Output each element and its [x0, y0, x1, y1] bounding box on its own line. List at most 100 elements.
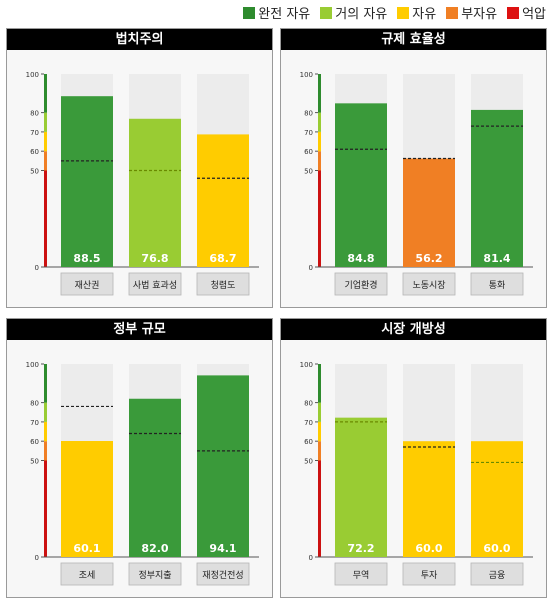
y-tick-label: 100: [26, 361, 39, 369]
scale-band-0: [318, 170, 321, 267]
value-label: 88.5: [73, 252, 100, 265]
category-label: 정부지출: [138, 570, 171, 581]
category-label-box: [128, 272, 182, 296]
scale-band-3: [44, 402, 47, 422]
y-tick-label: 50: [30, 458, 39, 466]
scale-band-4: [318, 364, 321, 403]
scale-band-3: [44, 112, 47, 132]
scale-band-3: [318, 402, 321, 422]
category-label-box: [196, 272, 250, 296]
legend-item-mostly-unfree: 부자유: [446, 3, 497, 22]
bar-1: [129, 118, 181, 267]
bar-0: [61, 441, 113, 557]
bar-1: [403, 158, 455, 267]
category-label: 금융: [489, 570, 506, 581]
legend-label: 억압: [522, 7, 546, 22]
y-tick-label: 50: [304, 168, 313, 176]
legend-label: 거의 자유: [335, 7, 388, 22]
value-label: 94.1: [209, 542, 236, 555]
bar-0: [335, 103, 387, 267]
scale-band-2: [318, 421, 321, 442]
category-label-box: [334, 272, 388, 296]
legend-item-repressed: 억압: [507, 3, 546, 22]
bar-2: [197, 375, 249, 557]
value-label: 60.1: [73, 542, 100, 555]
y-tick-label: 50: [304, 458, 313, 466]
y-tick-label: 80: [30, 400, 39, 408]
category-label: 통화: [489, 280, 506, 291]
y-tick-label: 60: [304, 438, 313, 446]
legend-swatch: [397, 6, 410, 19]
bar-2: [471, 441, 523, 557]
value-label: 60.0: [415, 542, 442, 555]
legend-item-moderately-free: 자유: [397, 3, 436, 22]
y-tick-label: 80: [304, 400, 313, 408]
panel-title: 법치주의: [7, 29, 272, 50]
scale-band-0: [44, 460, 47, 557]
scale-band-2: [318, 131, 321, 152]
value-label: 60.0: [483, 542, 510, 555]
panel-title: 정부 규모: [7, 319, 272, 340]
scale-band-4: [44, 74, 47, 113]
y-tick-label: 0: [35, 554, 39, 562]
y-tick-label: 0: [309, 264, 313, 272]
chart-rule-of-law: 0 50 60 70 80 100 88.5 재산권 76.8 사법 효과성 68.7 청렴도: [26, 71, 259, 296]
panel-rule-of-law: 법치주의 0 50 60 70 80 100 88.5 재산권 76.8 사법 효과성 68.7 청렴…: [6, 28, 273, 308]
value-label: 81.4: [483, 252, 510, 265]
legend-swatch: [243, 6, 256, 19]
y-tick-label: 60: [30, 148, 39, 156]
panel-regulatory-efficiency: 규제 효율성 0 50 60 70 80 100 84.8 기업환경 56.2 노동시장 81.4 통…: [280, 28, 547, 308]
legend-swatch: [507, 6, 520, 19]
category-label-box: [334, 562, 388, 586]
y-tick-label: 80: [304, 110, 313, 118]
value-label: 72.2: [347, 542, 374, 555]
category-label: 청렴도: [211, 279, 236, 291]
y-tick-label: 70: [304, 129, 313, 137]
legend: 완전 자유 거의 자유 자유 부자유 억압: [243, 3, 546, 22]
legend-swatch: [320, 6, 333, 19]
scale-band-2: [44, 131, 47, 152]
scale-band-1: [318, 441, 321, 461]
chart-regulatory-efficiency: 0 50 60 70 80 100 84.8 기업환경 56.2 노동시장 81.4 통화: [300, 71, 533, 296]
legend-label: 부자유: [461, 7, 498, 22]
scale-band-0: [318, 460, 321, 557]
category-label: 노동시장: [412, 280, 445, 291]
y-tick-label: 100: [26, 71, 39, 79]
bar-1: [129, 398, 181, 557]
y-tick-label: 60: [30, 438, 39, 446]
category-label: 무역: [353, 570, 370, 581]
y-tick-label: 0: [35, 264, 39, 272]
scale-band-4: [44, 364, 47, 403]
category-label-box: [470, 562, 524, 586]
category-label-box: [402, 562, 456, 586]
value-label: 76.8: [141, 252, 168, 265]
legend-item-full-freedom: 완전 자유: [243, 3, 310, 22]
bar-0: [335, 417, 387, 557]
legend-label: 완전 자유: [258, 7, 311, 22]
value-label: 56.2: [415, 252, 442, 265]
category-label-box: [470, 272, 524, 296]
category-label: 투자: [421, 570, 438, 581]
bar-0: [61, 96, 113, 267]
y-tick-label: 70: [30, 419, 39, 427]
scale-band-0: [44, 170, 47, 267]
value-label: 82.0: [141, 542, 168, 555]
y-tick-label: 100: [300, 361, 313, 369]
legend-label: 자유: [412, 7, 437, 22]
panel-government-size: 정부 규모 0 50 60 70 80 100 60.1 조세 82.0 정부지출 94.1 재정건전…: [6, 318, 273, 598]
category-label-box: [60, 272, 114, 296]
chart-open-markets: 0 50 60 70 80 100 72.2 무역 60.0 투자 60.0 금융: [300, 361, 533, 586]
scale-band-2: [44, 421, 47, 442]
y-tick-label: 0: [309, 554, 313, 562]
value-label: 68.7: [209, 252, 236, 265]
category-label-box: [128, 562, 182, 586]
category-label: 기업환경: [344, 279, 377, 291]
scale-band-4: [318, 74, 321, 113]
y-tick-label: 60: [304, 148, 313, 156]
bar-2: [471, 109, 523, 267]
category-label: 조세: [79, 570, 96, 581]
bar-1: [403, 441, 455, 557]
panel-title: 규제 효율성: [281, 29, 546, 50]
scale-band-1: [318, 151, 321, 171]
category-label: 재정건전성: [202, 570, 243, 581]
